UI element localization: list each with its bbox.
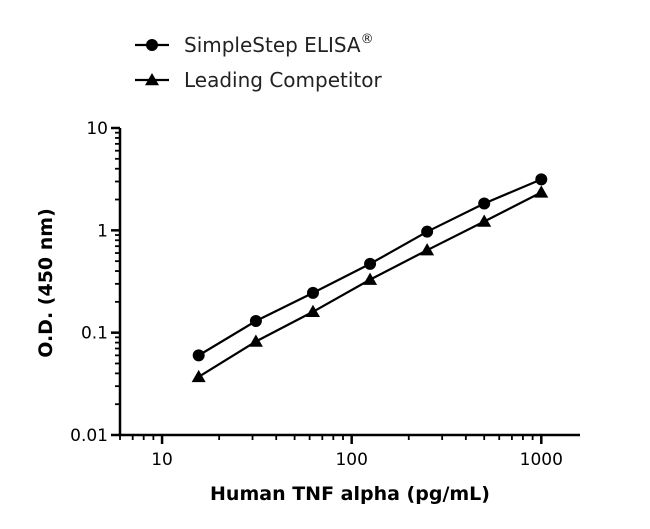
data-point bbox=[477, 214, 492, 227]
legend-swatch-marker bbox=[145, 73, 159, 86]
data-point bbox=[306, 286, 319, 299]
data-point bbox=[305, 304, 320, 318]
legend: SimpleStep ELISA® Leading Competitor bbox=[135, 32, 382, 92]
y-tick-label: 0.01 bbox=[70, 426, 108, 446]
x-tick-label: 100 bbox=[335, 450, 367, 470]
legend-label: Leading Competitor bbox=[184, 68, 382, 92]
y-axis-title: O.D. (450 nm) bbox=[35, 208, 57, 358]
data-point bbox=[534, 185, 549, 198]
legend-swatch-marker bbox=[146, 39, 158, 51]
axes: 0.01 0.1 1 10 10 100 1000 bbox=[70, 119, 580, 470]
series-2 bbox=[191, 185, 549, 383]
data-point bbox=[478, 197, 491, 210]
legend-item-2: Leading Competitor bbox=[135, 68, 382, 92]
data-point bbox=[421, 225, 434, 238]
x-tick-label: 10 bbox=[151, 450, 173, 470]
legend-item-1: SimpleStep ELISA® bbox=[135, 32, 374, 57]
data-point bbox=[191, 369, 206, 383]
plot-area bbox=[191, 173, 549, 383]
x-tick-label: 1000 bbox=[520, 450, 563, 470]
data-point bbox=[535, 173, 548, 186]
y-tick-label: 10 bbox=[86, 119, 108, 139]
series-1 bbox=[192, 173, 548, 362]
data-point bbox=[248, 334, 263, 347]
legend-label: SimpleStep ELISA® bbox=[184, 32, 374, 57]
data-point bbox=[420, 243, 435, 256]
data-point bbox=[363, 272, 378, 285]
data-point bbox=[192, 349, 205, 362]
y-tick-label: 0.1 bbox=[81, 324, 108, 344]
data-point bbox=[364, 257, 377, 270]
y-tick-label: 1 bbox=[97, 221, 108, 241]
x-axis-title: Human TNF alpha (pg/mL) bbox=[210, 483, 490, 505]
data-point bbox=[249, 315, 262, 328]
